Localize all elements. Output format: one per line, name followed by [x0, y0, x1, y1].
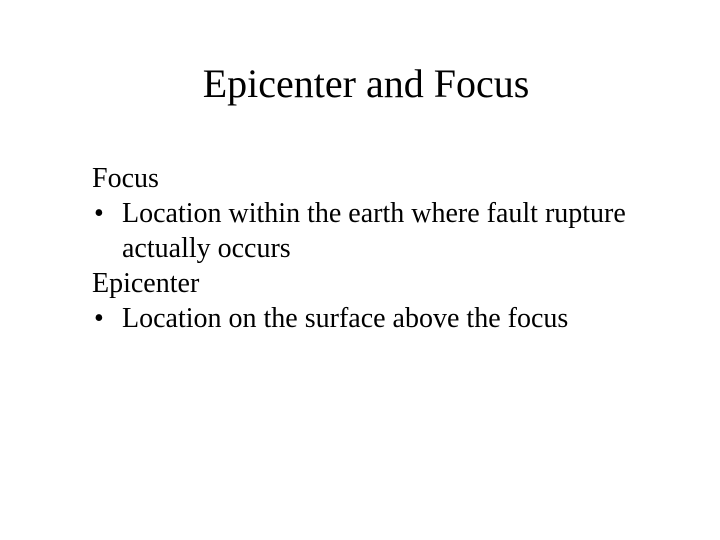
slide-title: Epicenter and Focus: [92, 60, 640, 107]
term-focus: Focus: [92, 161, 640, 196]
slide: Epicenter and Focus Focus • Location wit…: [0, 0, 720, 540]
bullet-icon: •: [92, 196, 122, 231]
term-epicenter: Epicenter: [92, 266, 640, 301]
bullet-icon: •: [92, 301, 122, 336]
bullet-row: • Location within the earth where fault …: [92, 196, 640, 266]
bullet-text-focus: Location within the earth where fault ru…: [122, 196, 640, 266]
bullet-text-epicenter: Location on the surface above the focus: [122, 301, 640, 336]
bullet-row: • Location on the surface above the focu…: [92, 301, 640, 336]
slide-body: Focus • Location within the earth where …: [92, 161, 640, 336]
